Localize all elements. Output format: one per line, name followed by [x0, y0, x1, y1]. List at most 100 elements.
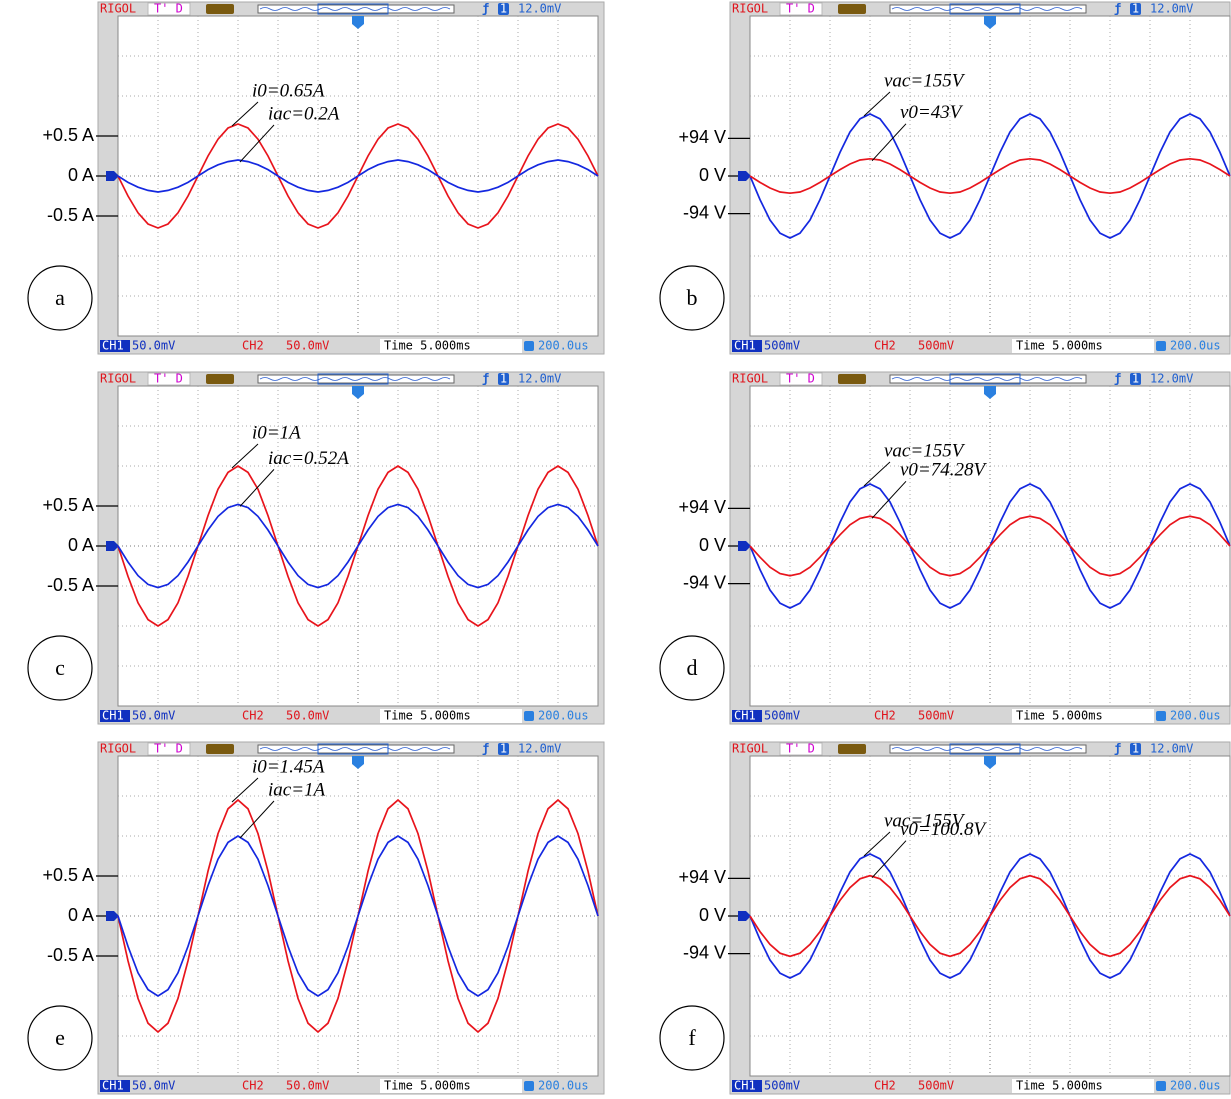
edge-icon: ƒ — [482, 2, 489, 16]
offset: 200.0us — [1170, 1079, 1221, 1093]
ch1-scale: 50.0mV — [132, 339, 175, 353]
annotation: vac=155V — [884, 70, 966, 91]
offset: 200.0us — [1170, 709, 1221, 723]
trigger-channel: 1 — [500, 372, 507, 386]
y-tick-label: 0 A — [68, 535, 94, 555]
trigger-channel: 1 — [500, 2, 507, 16]
ch2: CH2 — [874, 339, 896, 353]
battery-icon — [206, 744, 234, 754]
y-tick-label: -94 V — [683, 202, 726, 222]
mode: T' D — [154, 742, 183, 756]
offset-icon — [524, 341, 534, 351]
annotation: i0=1A — [252, 422, 301, 443]
ch2-scale: 50.0mV — [286, 1079, 329, 1093]
battery-icon — [206, 4, 234, 14]
brand: RIGOL — [732, 372, 768, 386]
trigger-level: 12.0mV — [518, 742, 561, 756]
time: Time 5.000ms — [1016, 339, 1103, 353]
y-tick-label: -0.5 A — [47, 575, 94, 595]
y-tick-label: -94 V — [683, 942, 726, 962]
brand: RIGOL — [100, 372, 136, 386]
trigger-level: 12.0mV — [518, 372, 561, 386]
ch1: CH1 — [734, 339, 756, 353]
edge-icon: ƒ — [482, 742, 489, 756]
trigger-level: 12.0mV — [1150, 372, 1193, 386]
battery-icon — [206, 374, 234, 384]
mode: T' D — [786, 742, 815, 756]
trigger-channel: 1 — [1132, 372, 1139, 386]
panel-label: a — [55, 285, 65, 310]
mode: T' D — [154, 372, 183, 386]
annotation: v0=100.8V — [900, 819, 988, 840]
ch1-scale: 50.0mV — [132, 1079, 175, 1093]
panel-label: d — [687, 655, 698, 680]
mode: T' D — [786, 372, 815, 386]
ch1: CH1 — [102, 339, 124, 353]
ch1: CH1 — [734, 709, 756, 723]
ch2-scale: 50.0mV — [286, 709, 329, 723]
panel-label: b — [687, 285, 698, 310]
y-tick-label: +94 V — [678, 497, 726, 517]
edge-icon: ƒ — [1114, 742, 1121, 756]
ch2-scale: 500mV — [918, 1079, 954, 1093]
panel-label: e — [55, 1025, 65, 1050]
ch1-scale: 500mV — [764, 339, 800, 353]
trigger-channel: 1 — [1132, 742, 1139, 756]
annotation: i0=0.65A — [252, 80, 325, 101]
ch1-scale: 500mV — [764, 709, 800, 723]
edge-icon: ƒ — [1114, 372, 1121, 386]
trigger-level: 12.0mV — [1150, 742, 1193, 756]
mode: T' D — [786, 2, 815, 16]
trigger-level: 12.0mV — [1150, 2, 1193, 16]
annotation: vac=155V — [884, 440, 966, 461]
trigger-level: 12.0mV — [518, 2, 561, 16]
ch1-scale: 50.0mV — [132, 709, 175, 723]
panel-label: c — [55, 655, 65, 680]
offset: 200.0us — [538, 709, 589, 723]
y-tick-label: +94 V — [678, 127, 726, 147]
annotation: iac=1A — [268, 779, 326, 800]
ch2-scale: 50.0mV — [286, 339, 329, 353]
offset-icon — [524, 711, 534, 721]
ch2: CH2 — [874, 709, 896, 723]
trigger-channel: 1 — [500, 742, 507, 756]
memory-bar — [258, 745, 454, 753]
offset-icon — [1156, 1081, 1166, 1091]
offset: 200.0us — [1170, 339, 1221, 353]
annotation: i0=1.45A — [252, 756, 325, 777]
battery-icon — [838, 744, 866, 754]
brand: RIGOL — [732, 2, 768, 16]
ch2: CH2 — [874, 1079, 896, 1093]
y-tick-label: -0.5 A — [47, 945, 94, 965]
time: Time 5.000ms — [384, 709, 471, 723]
offset-icon — [524, 1081, 534, 1091]
edge-icon: ƒ — [482, 372, 489, 386]
y-tick-label: -0.5 A — [47, 205, 94, 225]
time: Time 5.000ms — [1016, 709, 1103, 723]
ch1: CH1 — [734, 1079, 756, 1093]
y-tick-label: 0 A — [68, 905, 94, 925]
time: Time 5.000ms — [1016, 1079, 1103, 1093]
mode: T' D — [154, 2, 183, 16]
brand: RIGOL — [100, 742, 136, 756]
offset: 200.0us — [538, 1079, 589, 1093]
figure: RIGOLT' Dƒ112.0mVCH150.0mVCH250.0mVTime … — [0, 0, 1231, 1099]
battery-icon — [838, 4, 866, 14]
trigger-channel: 1 — [1132, 2, 1139, 16]
memory-bar — [258, 5, 454, 13]
memory-bar — [890, 5, 1086, 13]
battery-icon — [838, 374, 866, 384]
panel-label: f — [688, 1025, 696, 1050]
y-tick-label: 0 V — [699, 905, 726, 925]
offset-icon — [1156, 711, 1166, 721]
annotation: iac=0.2A — [268, 103, 340, 124]
ch1: CH1 — [102, 709, 124, 723]
annotation: iac=0.52A — [268, 448, 349, 469]
y-tick-label: -94 V — [683, 572, 726, 592]
y-tick-label: 0 V — [699, 165, 726, 185]
ch1-scale: 500mV — [764, 1079, 800, 1093]
y-tick-label: 0 V — [699, 535, 726, 555]
brand: RIGOL — [100, 2, 136, 16]
ch2: CH2 — [242, 1079, 264, 1093]
annotation: v0=74.28V — [900, 460, 988, 481]
